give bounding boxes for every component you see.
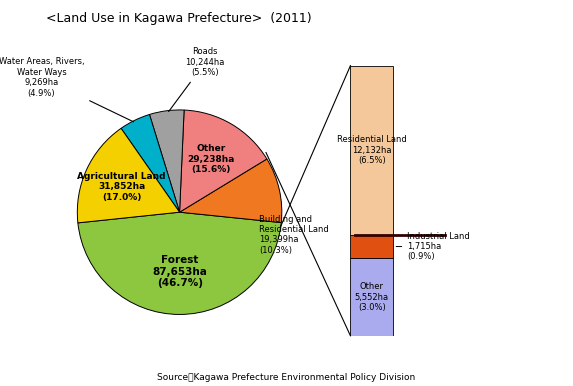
Text: Water Areas, Rivers,
Water Ways
9,269ha
(4.9%): Water Areas, Rivers, Water Ways 9,269ha … bbox=[0, 58, 134, 122]
Bar bbox=[351, 259, 393, 336]
Text: Source：Kagawa Prefecture Environmental Policy Division: Source：Kagawa Prefecture Environmental P… bbox=[158, 373, 415, 382]
Text: <Land Use in Kagawa Prefecture>  (2011): <Land Use in Kagawa Prefecture> (2011) bbox=[46, 12, 312, 25]
Text: Roads
10,244ha
(5.5%): Roads 10,244ha (5.5%) bbox=[168, 47, 225, 112]
Text: Residential Land
12,132ha
(6.5%): Residential Land 12,132ha (6.5%) bbox=[337, 135, 407, 165]
Wedge shape bbox=[121, 115, 179, 212]
Wedge shape bbox=[179, 110, 267, 212]
Wedge shape bbox=[78, 212, 281, 315]
Text: Other
5,552ha
(3.0%): Other 5,552ha (3.0%) bbox=[355, 282, 389, 312]
Text: Other
29,238ha
(15.6%): Other 29,238ha (15.6%) bbox=[187, 144, 234, 174]
Wedge shape bbox=[179, 159, 282, 223]
Wedge shape bbox=[77, 128, 179, 223]
Text: Industrial Land
1,715ha
(0.9%): Industrial Land 1,715ha (0.9%) bbox=[396, 232, 470, 261]
Text: Forest
87,653ha
(46.7%): Forest 87,653ha (46.7%) bbox=[152, 255, 207, 288]
Bar bbox=[351, 235, 393, 259]
Bar bbox=[351, 66, 393, 235]
Wedge shape bbox=[150, 110, 184, 212]
Text: Agricultural Land
31,852ha
(17.0%): Agricultural Land 31,852ha (17.0%) bbox=[77, 172, 166, 201]
Text: Building and
Residential Land
19,399ha
(10.3%): Building and Residential Land 19,399ha (… bbox=[260, 215, 329, 255]
